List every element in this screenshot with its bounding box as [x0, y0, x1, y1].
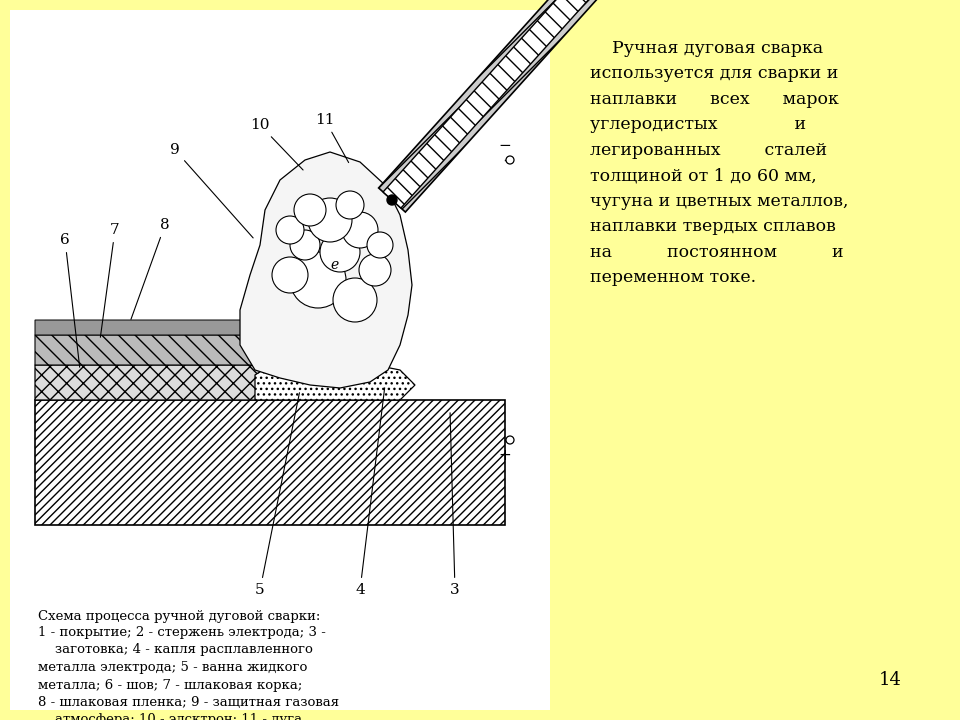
Circle shape [290, 230, 320, 260]
Circle shape [506, 436, 514, 444]
Circle shape [506, 156, 514, 164]
Bar [10, 10, 550, 710]
Circle shape [276, 216, 304, 244]
Text: 6: 6 [60, 233, 80, 367]
Text: 5: 5 [255, 392, 300, 597]
Text: 2: 2 [0, 719, 1, 720]
Text: 7: 7 [101, 223, 120, 337]
Polygon shape [35, 400, 505, 525]
Polygon shape [240, 152, 412, 388]
Text: Ручная дуговая сварка
используется для сварки и
наплавки      всех      марок
уг: Ручная дуговая сварка используется для с… [590, 40, 849, 286]
Polygon shape [383, 0, 629, 208]
Text: 8: 8 [131, 218, 170, 320]
Circle shape [272, 257, 308, 293]
Polygon shape [35, 335, 278, 365]
Circle shape [294, 194, 326, 226]
Text: Схема процесса ручной дуговой сварки:: Схема процесса ручной дуговой сварки: [38, 610, 321, 623]
Circle shape [333, 278, 377, 322]
Text: 1: 1 [0, 719, 1, 720]
Polygon shape [35, 320, 268, 335]
Polygon shape [378, 0, 633, 212]
Text: 4: 4 [355, 388, 385, 597]
Circle shape [342, 212, 378, 248]
Text: 2: 2 [0, 719, 1, 720]
Text: e: e [331, 258, 339, 272]
Text: 9: 9 [170, 143, 253, 238]
Text: 11: 11 [315, 113, 348, 163]
Circle shape [308, 198, 352, 242]
Circle shape [359, 254, 391, 286]
Polygon shape [35, 365, 280, 400]
Text: 14: 14 [878, 671, 901, 689]
Text: −: − [498, 138, 512, 153]
Text: 3: 3 [450, 413, 460, 597]
Polygon shape [255, 360, 415, 400]
Circle shape [290, 252, 346, 308]
Text: 1 - покрытие; 2 - стержень электрода; 3 -
    заготовка; 4 - капля расплавленног: 1 - покрытие; 2 - стержень электрода; 3 … [38, 626, 339, 720]
Circle shape [336, 191, 364, 219]
Text: +: + [498, 448, 512, 462]
Text: 10: 10 [251, 118, 303, 170]
Circle shape [320, 232, 360, 272]
Text: 1: 1 [0, 719, 1, 720]
Circle shape [367, 232, 393, 258]
Circle shape [387, 195, 397, 205]
